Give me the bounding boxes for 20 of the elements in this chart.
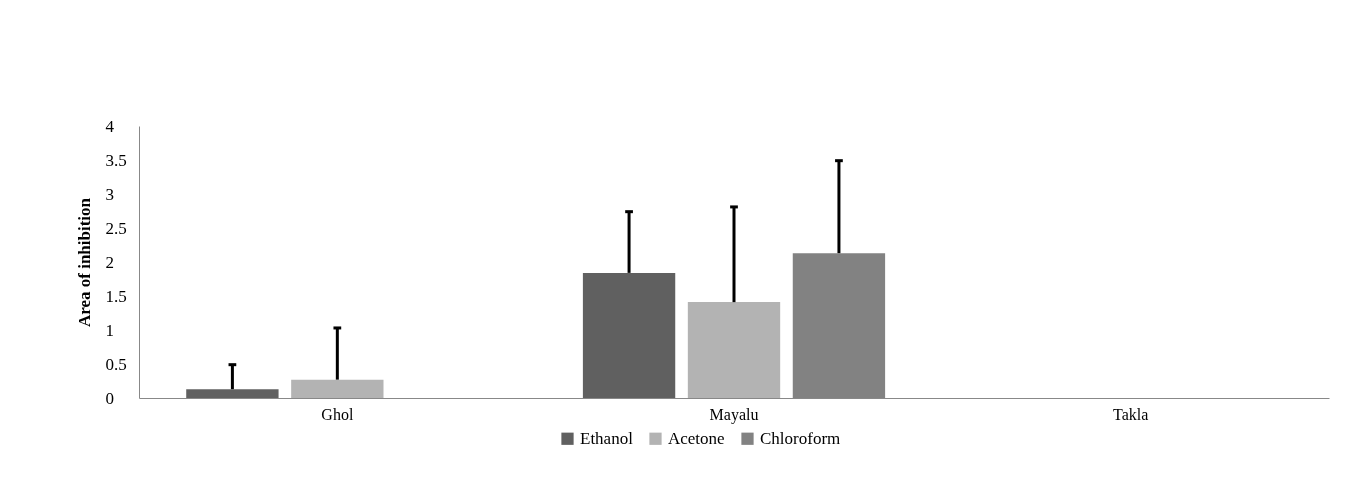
y-tick-label: 0 <box>105 388 114 408</box>
y-axis-title: Area of inhibition <box>74 197 94 328</box>
legend-label: Acetone <box>668 428 725 448</box>
y-tick-label: 3 <box>105 184 114 204</box>
legend-label: Ethanol <box>580 428 634 448</box>
y-tick-label: 0.5 <box>105 354 127 374</box>
bar <box>186 389 279 398</box>
y-tick-label: 1 <box>105 320 114 340</box>
x-tick-label: Ghol <box>321 405 354 423</box>
x-tick-label: Takla <box>1113 405 1149 423</box>
bar <box>291 379 384 398</box>
y-tick-label: 4 <box>105 116 115 136</box>
y-tick-label: 2.5 <box>105 218 127 238</box>
y-tick-label: 1.5 <box>105 286 127 306</box>
bar <box>687 302 781 398</box>
y-tick-label: 2 <box>105 252 114 272</box>
legend-label: Chloroform <box>760 428 841 448</box>
y-tick-label: 3.5 <box>105 150 127 170</box>
bar <box>582 272 676 398</box>
x-tick-label: Mayalu <box>709 405 759 424</box>
